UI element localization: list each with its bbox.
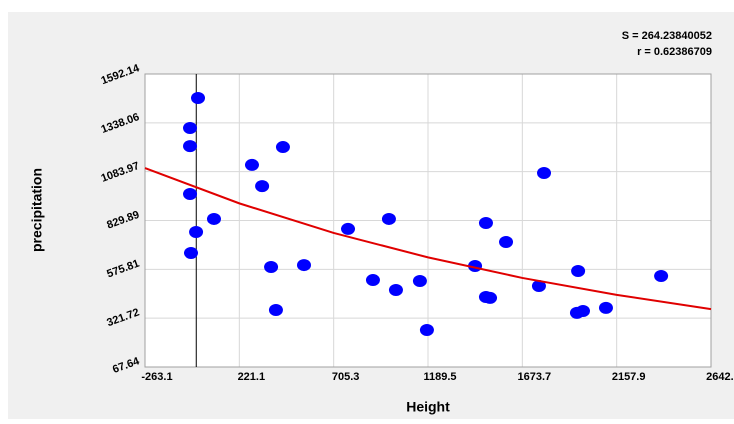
point <box>183 122 198 135</box>
point <box>575 305 590 318</box>
point <box>598 301 613 314</box>
point <box>499 236 514 249</box>
point <box>255 180 270 193</box>
point <box>419 324 434 337</box>
point <box>296 259 311 272</box>
point <box>275 141 290 154</box>
point <box>183 246 198 259</box>
point <box>244 158 259 171</box>
point <box>571 265 586 278</box>
point <box>189 226 204 239</box>
x-tick-label: 2157.9 <box>612 371 646 383</box>
point <box>268 304 283 317</box>
point <box>654 270 669 283</box>
point <box>381 212 396 225</box>
point <box>365 274 380 287</box>
x-tick-label: 1189.5 <box>423 371 456 383</box>
plot-border <box>144 73 712 368</box>
point <box>264 260 279 273</box>
x-tick-label: 221.1 <box>238 371 266 383</box>
point <box>183 187 198 200</box>
x-tick-label: 1673.7 <box>518 371 552 383</box>
annotation: r = 0.62386709 <box>637 46 712 58</box>
point <box>483 291 498 304</box>
point <box>183 140 198 153</box>
point <box>341 222 356 235</box>
point <box>206 212 221 225</box>
point <box>412 275 427 288</box>
point <box>531 280 546 293</box>
point <box>388 284 403 297</box>
x-tick-label: 2642.1 <box>706 371 734 383</box>
x-tick-label: -263.1 <box>141 371 172 383</box>
x-axis-label: Height <box>406 399 450 415</box>
point <box>191 92 206 105</box>
annotation: S = 264.23840052 <box>622 30 712 42</box>
point <box>478 216 493 229</box>
x-tick-label: 705.3 <box>332 371 360 383</box>
y-axis-label: precipitation <box>29 168 45 252</box>
point <box>537 167 552 180</box>
fit-line <box>144 167 712 311</box>
